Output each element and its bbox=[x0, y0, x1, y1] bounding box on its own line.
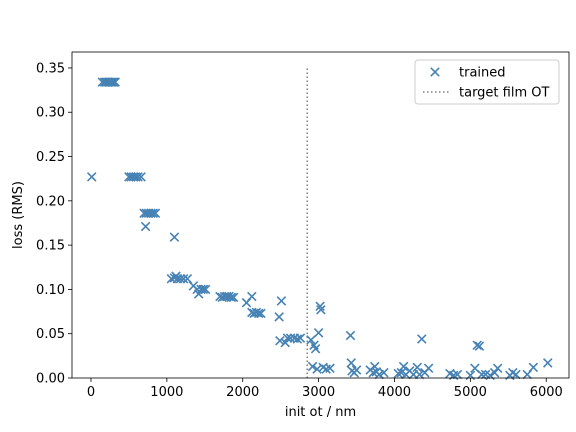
legend-label-trained: trained bbox=[459, 66, 506, 81]
legend: trained target film OT bbox=[415, 60, 559, 104]
x-tick-label: 4000 bbox=[378, 385, 411, 400]
y-tick-label: 0.00 bbox=[36, 372, 65, 387]
y-tick-label: 0.15 bbox=[36, 239, 65, 254]
y-tick-label: 0.25 bbox=[36, 150, 65, 165]
x-tick-label: 1000 bbox=[150, 385, 183, 400]
y-tick-label: 0.20 bbox=[36, 194, 65, 209]
y-tick-label: 0.05 bbox=[36, 327, 65, 342]
y-tick-label: 0.30 bbox=[36, 106, 65, 121]
x-tick-label: 0 bbox=[87, 385, 95, 400]
x-tick-label: 6000 bbox=[530, 385, 563, 400]
y-tick-label: 0.35 bbox=[36, 61, 65, 76]
x-tick-label: 2000 bbox=[226, 385, 259, 400]
x-axis-label: init ot / nm bbox=[285, 405, 356, 420]
y-axis-label: loss (RMS) bbox=[11, 181, 26, 249]
legend-label-target-film-ot: target film OT bbox=[459, 86, 549, 101]
x-tick-label: 5000 bbox=[454, 385, 487, 400]
x-tick-label: 3000 bbox=[302, 385, 335, 400]
y-tick-label: 0.10 bbox=[36, 283, 65, 298]
